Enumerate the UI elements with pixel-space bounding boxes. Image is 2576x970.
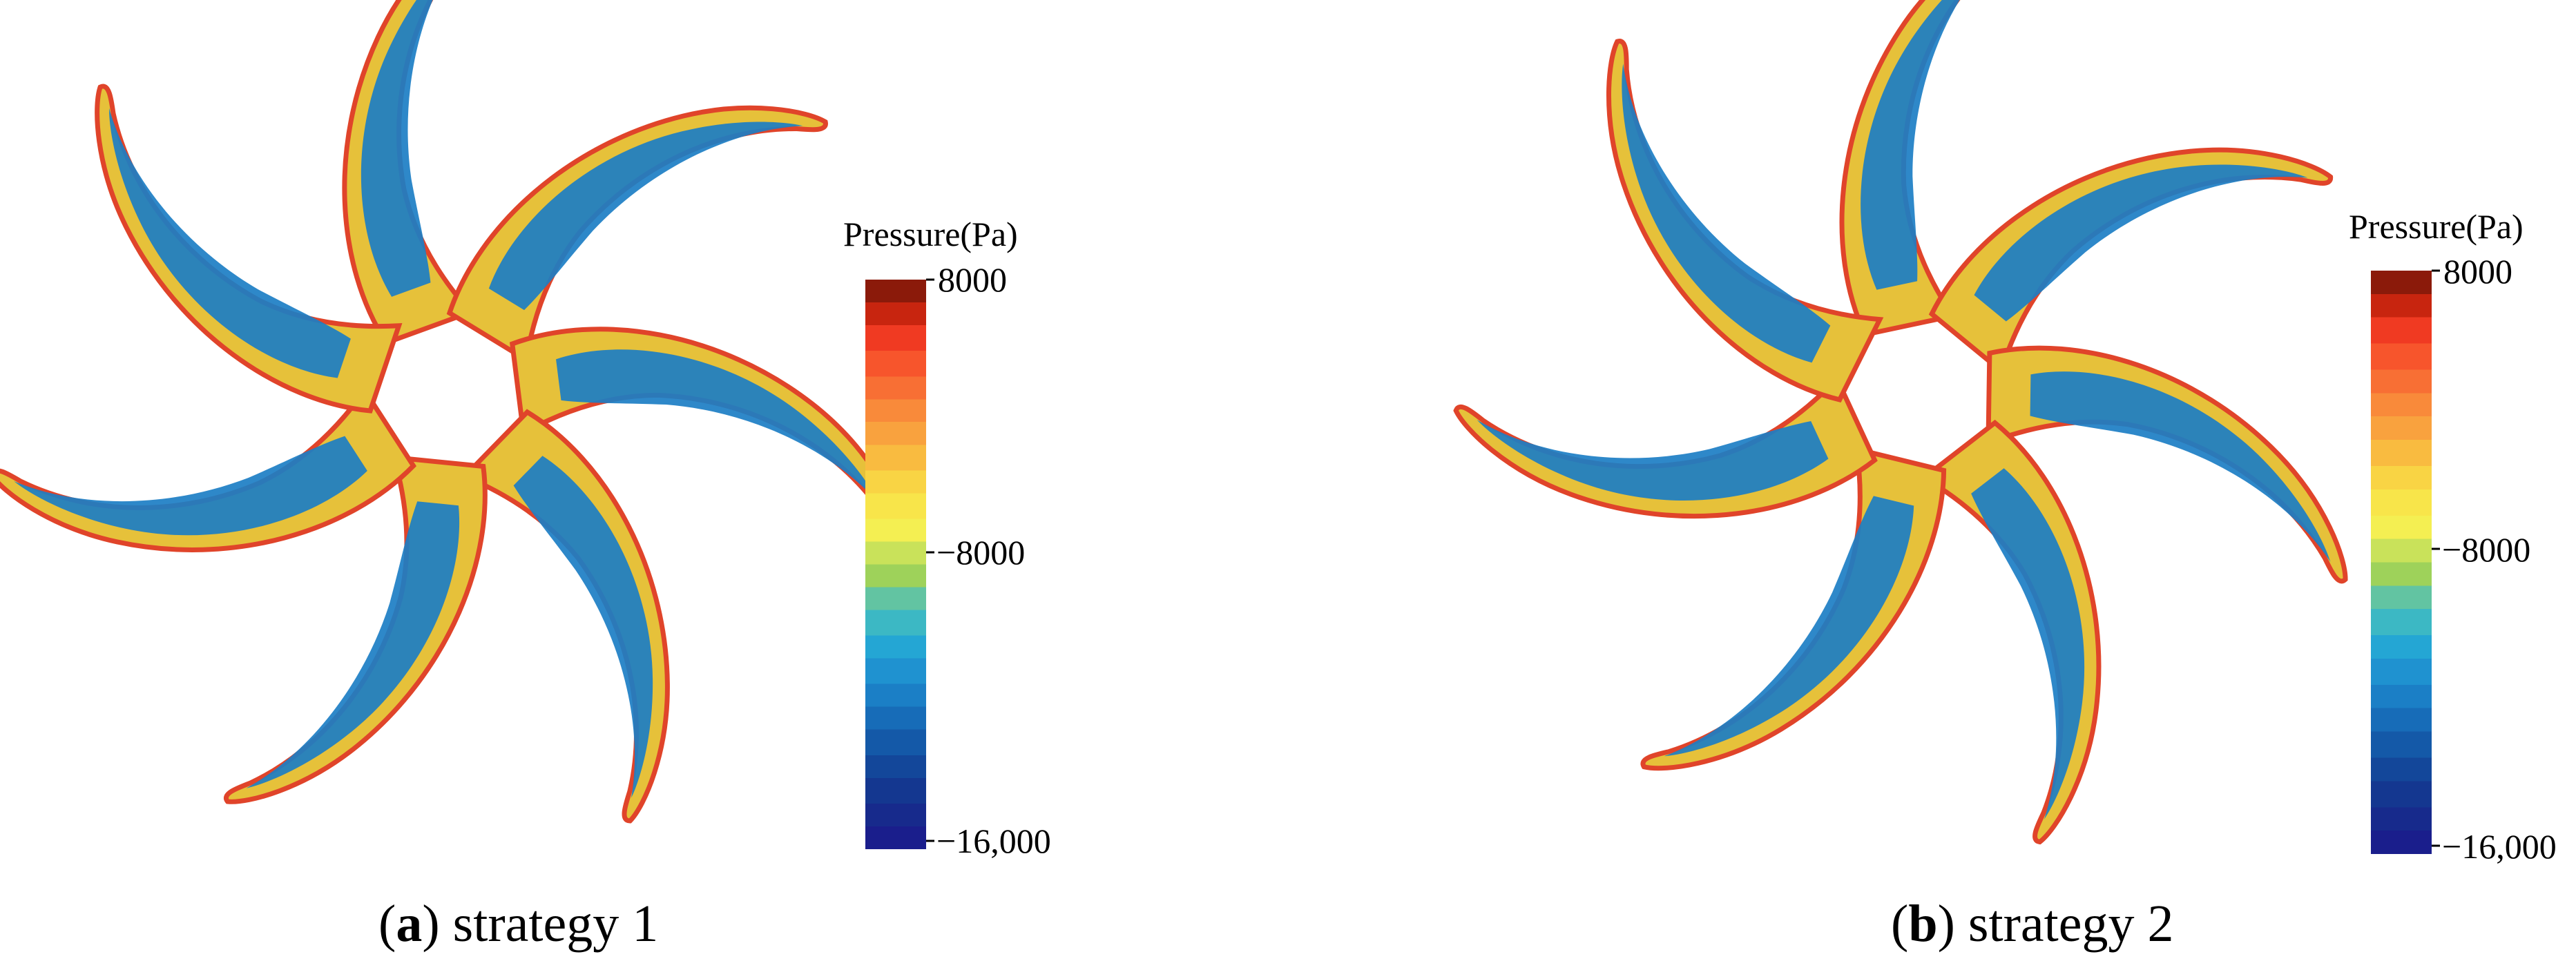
caption-a: (a) strategy 1 [378, 895, 658, 953]
propeller-b [1455, 0, 2349, 843]
colorbar-tick-label: −8000 [2442, 530, 2530, 569]
colorbar-tick-label: −16,000 [936, 822, 1051, 860]
colorbar-tick-label: 8000 [2443, 252, 2512, 291]
colorbar-ticks-a: 8000 −8000 −16,000 [926, 260, 1051, 860]
hub-a [376, 321, 521, 466]
colorbar-title-b: Pressure(Pa) [2349, 207, 2524, 246]
colorbar-ticks-b: 8000 −8000 −16,000 [2432, 252, 2557, 866]
propeller-a [0, 0, 896, 824]
colorbar-tick-label: −16,000 [2442, 827, 2557, 866]
hub-b [1847, 321, 1992, 466]
caption-text-a: strategy 1 [440, 895, 659, 953]
panel-b: Pressure(Pa) 8000 −8000 −16,000 (b) stra… [1455, 0, 2557, 953]
caption-text-b: strategy 2 [1955, 895, 2174, 953]
colorbar-tick-label: −8000 [936, 533, 1025, 572]
caption-b: (b) strategy 2 [1891, 895, 2174, 953]
colorbar-title-a: Pressure(Pa) [843, 215, 1018, 253]
colorbar-bar-a [865, 280, 926, 849]
colorbar-a: Pressure(Pa) 8000 −8000 −16,000 [843, 215, 1051, 860]
panel-a: Pressure(Pa) 8000 −8000 −16,000 (a) stra… [0, 0, 1051, 953]
colorbar-tick-label: 8000 [938, 260, 1007, 299]
caption-letter-b: b [1908, 895, 1937, 953]
caption-letter-a: a [396, 895, 422, 953]
colorbar-bar-b [2371, 271, 2432, 854]
colorbar-b: Pressure(Pa) 8000 −8000 −16,000 [2349, 207, 2557, 866]
